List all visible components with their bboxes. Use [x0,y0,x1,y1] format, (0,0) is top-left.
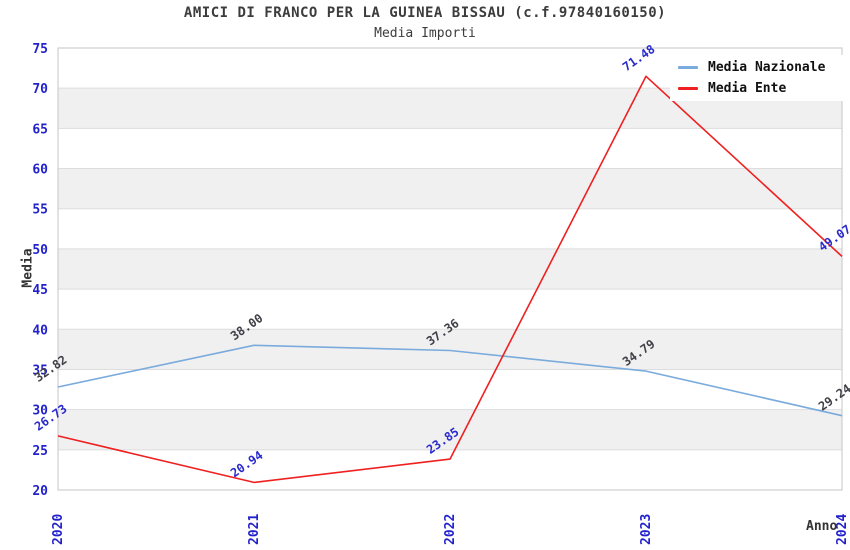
y-tick-label: 60 [32,163,48,178]
legend-label-ente: Media Ente [708,81,787,96]
plot-band [58,128,842,169]
chart-legend: Media Nazionale Media Ente [670,55,848,101]
plot-band [58,409,842,450]
legend-entry-nazionale: Media Nazionale [678,60,848,75]
legend-swatch-ente [678,87,698,90]
x-tick-label: 2020 [51,514,66,545]
y-tick-label: 35 [32,363,48,378]
x-tick-label: 2022 [443,514,458,545]
plot-band [58,208,842,249]
y-tick-label: 30 [32,404,48,419]
series-line-media-ente [57,75,843,484]
chart-subtitle: Media Importi [374,26,476,41]
y-tick-label: 45 [32,283,48,298]
y-tick-label: 65 [32,122,48,137]
plot-band [58,449,842,490]
plot-border [57,47,843,491]
series-line-media-nazionale [57,344,843,417]
y-tick-label: 25 [32,444,48,459]
chart-title: AMICI DI FRANCO PER LA GUINEA BISSAU (c.… [183,5,667,21]
x-axis-title: Anno [806,519,838,534]
plot-band [58,289,842,330]
y-tick-label: 20 [32,484,48,499]
plot-band [58,168,842,209]
x-tick-label: 2024 [835,514,850,545]
legend-swatch-nazionale [678,66,698,69]
y-tick-label: 75 [32,42,48,57]
x-tick-label: 2023 [639,514,654,545]
y-tick-label: 70 [32,82,48,97]
y-tick-label: 40 [32,323,48,338]
legend-entry-ente: Media Ente [678,81,848,96]
plot-band [58,329,842,370]
plot-band [58,369,842,410]
legend-label-nazionale: Media Nazionale [708,60,826,75]
y-axis-title: Media [20,248,36,288]
plot-band [58,248,842,290]
x-tick-label: 2021 [247,514,262,545]
y-tick-label: 55 [32,203,48,218]
y-tick-label: 50 [32,243,48,258]
